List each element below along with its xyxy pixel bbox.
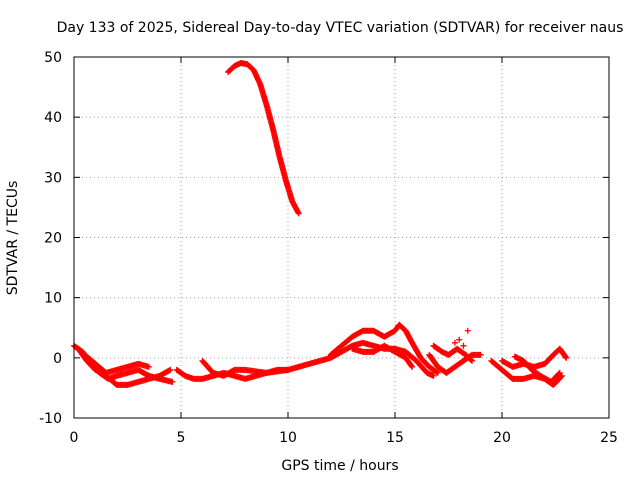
- series-track-j: [430, 342, 476, 364]
- series-track-e: [199, 357, 291, 379]
- data-points: [71, 60, 570, 388]
- data-point: [285, 366, 291, 373]
- series-track-h: [349, 342, 416, 370]
- series-track-l: [499, 345, 570, 370]
- data-point: [468, 356, 475, 363]
- y-tick-label: 40: [44, 110, 62, 126]
- data-point: [456, 336, 463, 343]
- axis-ticks: 0 5 10 15 20 25 -10 0 10 20 30 40 50: [39, 50, 618, 446]
- x-tick-label: 0: [70, 430, 79, 446]
- y-tick-label: 50: [44, 50, 62, 66]
- data-point: [477, 351, 484, 358]
- data-point: [556, 369, 563, 376]
- data-point: [145, 363, 152, 370]
- series-track-c: [81, 351, 152, 376]
- x-tick-label: 20: [493, 430, 511, 446]
- data-point: [433, 369, 440, 376]
- data-point: [555, 370, 562, 377]
- data-point: [469, 357, 476, 364]
- y-tick-label: 20: [44, 231, 62, 247]
- data-point: [451, 339, 458, 346]
- data-point: [460, 342, 467, 349]
- data-point: [167, 366, 174, 373]
- y-tick-label: 30: [44, 170, 62, 186]
- grid: [74, 57, 609, 418]
- data-point: [464, 327, 471, 334]
- series-scatter: [451, 327, 471, 349]
- data-point: [563, 354, 570, 361]
- data-point: [169, 378, 176, 385]
- series-track-f: [295, 339, 437, 379]
- data-point: [408, 362, 415, 369]
- series-track-m: [511, 353, 563, 385]
- x-tick-label: 25: [600, 430, 618, 446]
- data-point: [434, 369, 441, 376]
- chart-title: Day 133 of 2025, Sidereal Day-to-day VTE…: [57, 20, 624, 36]
- data-point: [295, 210, 302, 217]
- data-point: [562, 353, 569, 360]
- data-point: [430, 372, 437, 379]
- data-point: [409, 363, 416, 370]
- y-tick-label: -10: [39, 411, 62, 427]
- y-tick-label: 0: [53, 351, 62, 367]
- series-track-g: [327, 321, 441, 376]
- x-axis-label: GPS time / hours: [281, 458, 398, 474]
- series-high-arc: [225, 60, 302, 217]
- x-tick-label: 15: [386, 430, 404, 446]
- x-tick-label: 5: [177, 430, 186, 446]
- y-axis-label: SDTVAR / TECUs: [5, 181, 21, 296]
- y-tick-label: 10: [44, 291, 62, 307]
- x-tick-label: 10: [279, 430, 297, 446]
